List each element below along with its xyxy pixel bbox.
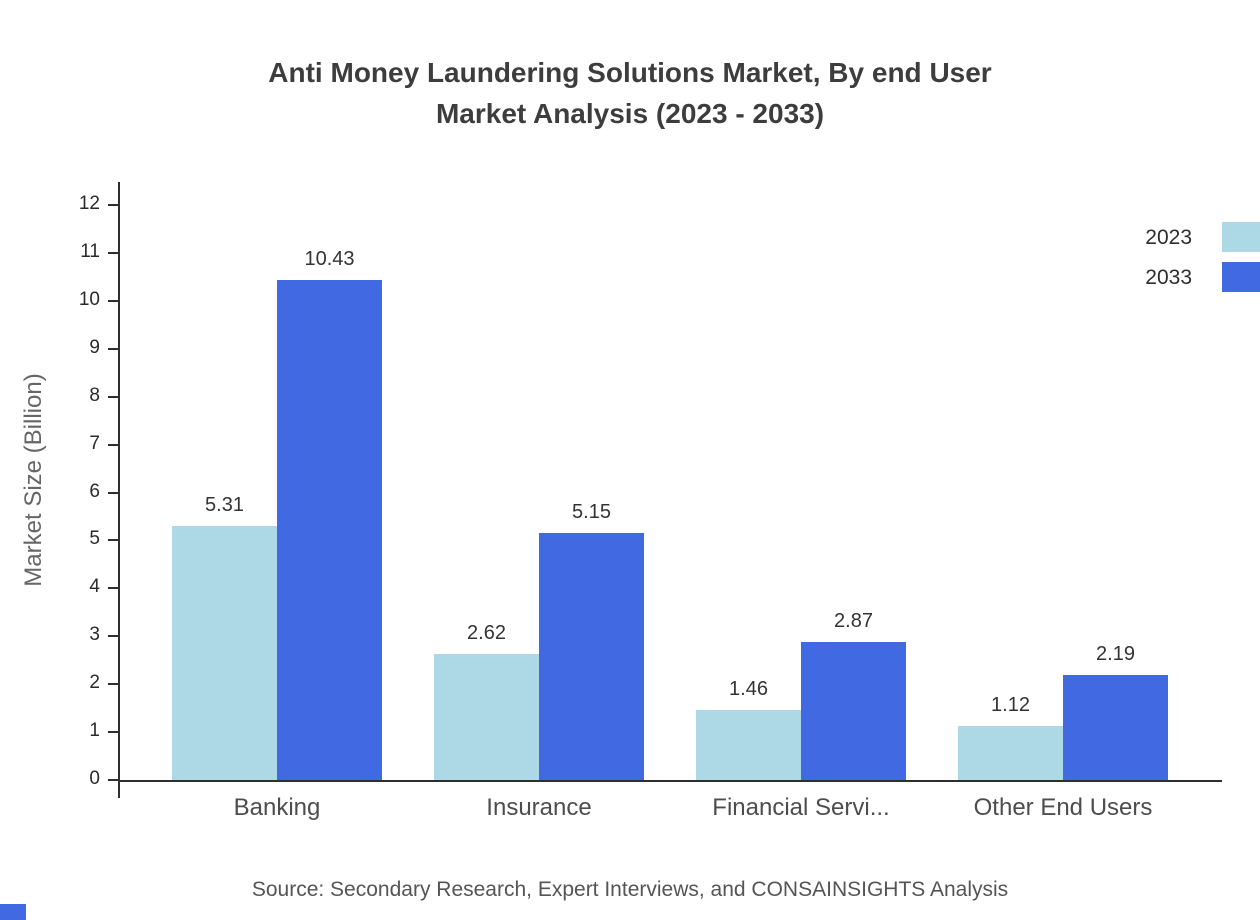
y-tick bbox=[108, 395, 118, 398]
bar-value-label-2033-Banking: 10.43 bbox=[304, 248, 355, 271]
bar-2033-Insurance bbox=[539, 533, 644, 780]
y-tick-label: 6 bbox=[89, 480, 100, 502]
y-tick-label: 8 bbox=[89, 384, 100, 406]
y-tick bbox=[108, 299, 118, 302]
y-tick bbox=[108, 587, 118, 590]
y-tick bbox=[108, 731, 118, 734]
bar-value-label-2033-Insurance: 5.15 bbox=[572, 501, 611, 524]
y-axis-line bbox=[118, 182, 120, 782]
x-category-label: Insurance bbox=[486, 794, 592, 821]
legend-label-2023: 2023 bbox=[1145, 226, 1192, 249]
chart-title: Anti Money Laundering Solutions Market, … bbox=[0, 52, 1260, 134]
y-tick-label: 3 bbox=[89, 624, 100, 646]
y-tick bbox=[108, 491, 118, 494]
bar-value-label-2023-Banking: 5.31 bbox=[205, 493, 244, 516]
y-tick-label: 0 bbox=[89, 768, 100, 789]
y-tick bbox=[108, 251, 118, 254]
bar-2033-Banking bbox=[277, 280, 382, 780]
y-tick bbox=[108, 443, 118, 446]
bar-value-label-2033-Financial Servi...: 2.87 bbox=[834, 610, 873, 633]
y-tick-label: 4 bbox=[89, 576, 100, 598]
x-axis-line bbox=[118, 780, 1222, 782]
legend-swatch-2033 bbox=[1222, 262, 1260, 292]
x-category-label: Banking bbox=[233, 794, 321, 821]
legend-swatch-2023 bbox=[1222, 222, 1260, 252]
y-tick-label: 1 bbox=[89, 720, 100, 742]
y-tick-label: 5 bbox=[89, 528, 100, 550]
legend-label-2033: 2033 bbox=[1145, 266, 1192, 289]
x-category-label: Other End Users bbox=[973, 794, 1153, 821]
y-tick-label: 11 bbox=[80, 240, 100, 262]
bar-2023-Banking bbox=[172, 525, 277, 780]
y-tick bbox=[108, 779, 118, 781]
y-tick bbox=[108, 635, 118, 638]
x-category-label: Financial Servi... bbox=[712, 794, 890, 821]
bar-2033-Other End Users bbox=[1063, 675, 1168, 780]
y-tick bbox=[108, 347, 118, 350]
bar-value-label-2023-Insurance: 2.62 bbox=[467, 622, 506, 645]
bar-2023-Financial Servi... bbox=[696, 710, 801, 780]
y-tick-label: 2 bbox=[89, 672, 100, 694]
y-tick bbox=[108, 683, 118, 686]
y-tick bbox=[108, 539, 118, 542]
corner-watermark bbox=[0, 904, 26, 920]
bar-value-label-2023-Other End Users: 1.12 bbox=[991, 694, 1030, 717]
bar-2023-Other End Users bbox=[958, 726, 1063, 780]
bar-2033-Financial Servi... bbox=[801, 642, 906, 780]
y-tick-label: 10 bbox=[78, 288, 100, 310]
y-tick-label: 7 bbox=[89, 432, 100, 454]
bar-value-label-2033-Other End Users: 2.19 bbox=[1096, 643, 1135, 666]
chart-title-line2: Market Analysis (2023 - 2033) bbox=[435, 98, 825, 129]
y-tick-label: 12 bbox=[78, 193, 100, 214]
source-note: Source: Secondary Research, Expert Inter… bbox=[251, 878, 1009, 901]
bar-value-label-2023-Financial Servi...: 1.46 bbox=[729, 678, 768, 701]
bar-2023-Insurance bbox=[434, 654, 539, 780]
chart-title-line1: Anti Money Laundering Solutions Market, … bbox=[268, 57, 992, 88]
x-axis-origin-tick bbox=[118, 780, 120, 798]
y-tick bbox=[108, 204, 118, 206]
y-tick-label: 9 bbox=[89, 336, 100, 358]
